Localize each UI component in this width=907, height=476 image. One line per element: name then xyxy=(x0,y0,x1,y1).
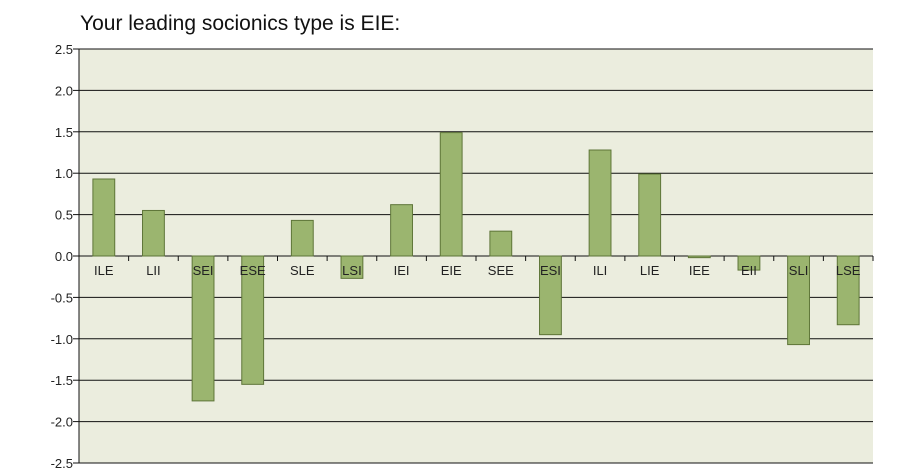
bar-ili xyxy=(588,149,612,257)
x-tick-label-ese: ESE xyxy=(240,263,266,278)
bar-ese xyxy=(241,255,265,385)
x-tick-label-eii: EII xyxy=(741,263,757,278)
bar-iee xyxy=(687,255,711,259)
x-axis-labels: ILE LII SEI ESE SLE LSI IEI EIE SEE ESI ILI LIE IEE E… xyxy=(94,256,874,278)
bar-sle xyxy=(290,219,314,257)
y-tick-label: 2.5 xyxy=(55,42,73,57)
x-tick-label-see: SEE xyxy=(488,263,514,278)
x-tick-label-sli: SLI xyxy=(789,263,809,278)
bar-eii xyxy=(737,255,761,271)
bar-lsi xyxy=(340,255,364,279)
x-tick-label-ili: ILI xyxy=(593,263,607,278)
x-tick-label-lii: LII xyxy=(146,263,160,278)
x-tick-label-eie: EIE xyxy=(441,263,462,278)
y-tick-label: -1.0 xyxy=(51,332,73,347)
y-tick-label: -0.5 xyxy=(51,290,73,305)
bar-eie xyxy=(439,132,463,257)
y-tick-label: -1.5 xyxy=(51,373,73,388)
y-tick-label: 0.0 xyxy=(55,249,73,264)
bar-ile xyxy=(92,178,116,257)
y-tick-label: 0.5 xyxy=(55,208,73,223)
x-tick-label-iei: IEI xyxy=(394,263,410,278)
x-tick-label-lie: LIE xyxy=(640,263,660,278)
bar-sli xyxy=(787,255,810,346)
bar-lse xyxy=(836,255,860,326)
x-tick-label-lse: LSE xyxy=(836,263,861,278)
bar-iei xyxy=(390,204,413,257)
y-tick-label: 1.0 xyxy=(55,166,73,181)
x-tick-label-lsi: LSI xyxy=(342,263,362,278)
chart-title: Your leading socionics type is EIE: xyxy=(80,12,401,35)
bar-lie xyxy=(638,173,662,257)
bar-esi xyxy=(539,255,562,336)
x-tick-label-sei: SEI xyxy=(193,263,214,278)
y-tick-label: 2.0 xyxy=(55,83,73,98)
y-tick-label: -2.0 xyxy=(51,415,73,430)
bar-see xyxy=(489,230,513,257)
bar-lii xyxy=(142,209,165,257)
x-tick-label-sle: SLE xyxy=(290,263,315,278)
bars xyxy=(92,132,860,402)
bar-sei xyxy=(191,255,215,402)
y-tick-label: -2.5 xyxy=(51,456,73,471)
x-tick-label-iee: IEE xyxy=(689,263,710,278)
y-axis-ticks: 2.5 2.0 1.5 1.0 0.5 0.0 -0.5 -1.0 -1.5 -2.0 -2.5 xyxy=(51,42,79,471)
x-tick-label-esi: ESI xyxy=(540,263,561,278)
y-tick-label: 1.5 xyxy=(55,125,73,140)
x-tick-label-ile: ILE xyxy=(94,263,114,278)
